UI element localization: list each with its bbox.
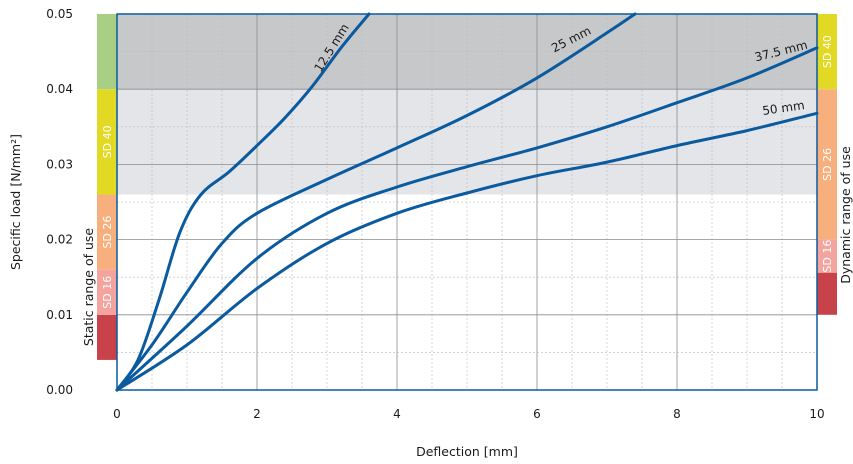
range-band [97,14,117,90]
y-tick-label: 0.03 [46,157,73,171]
range-band [817,272,837,315]
y-axis-title: Specific load [N/mm²] [8,134,23,270]
x-tick-label: 2 [253,407,261,421]
range-band [817,14,837,90]
plot-frame [116,13,818,391]
range-band-label: SD 16 [821,240,834,273]
y-tick-label: 0.04 [46,82,73,96]
y-tick-labels: 0.00 0.01 0.02 0.03 0.04 0.05 [46,7,73,397]
range-band-label: SD 16 [101,276,114,309]
x-tick-label: 6 [533,407,541,421]
x-tick-label: 4 [393,407,401,421]
curve-label: 50 mm [761,98,805,118]
range-band-label: SD 26 [821,148,834,181]
grid-lines [117,14,817,390]
y-tick-label: 0.05 [46,7,73,21]
range-band [97,269,117,315]
range-band-label: SD 26 [101,216,114,249]
static-range-bands: SD 16 SD 26 SD 40 [97,14,117,360]
static-range-title: Static range of use [81,228,96,346]
y-tick-label: 0.00 [46,383,73,397]
x-tick-label: 10 [809,407,824,421]
range-band [817,89,837,240]
dynamic-range-title: Dynamic range of use [838,146,853,284]
x-axis-title: Deflection [mm] [416,444,518,459]
x-tick-labels: 0 2 4 6 8 10 [113,407,824,421]
x-tick-label: 8 [673,407,681,421]
series-line [115,111,819,392]
range-band-label: SD 40 [101,125,114,158]
range-band [97,89,117,195]
series-line [115,12,371,392]
y-tick-label: 0.01 [46,308,73,322]
range-band-label: SD 40 [821,35,834,68]
range-band [97,194,117,270]
y-tick-label: 0.02 [46,233,73,247]
range-band [97,314,117,360]
dynamic-range-bands: SD 16 SD 26 SD 40 [817,14,837,315]
x-tick-label: 0 [113,407,121,421]
series-line [115,46,819,392]
range-band [817,239,837,273]
series-line [115,12,637,392]
curves [115,12,819,392]
